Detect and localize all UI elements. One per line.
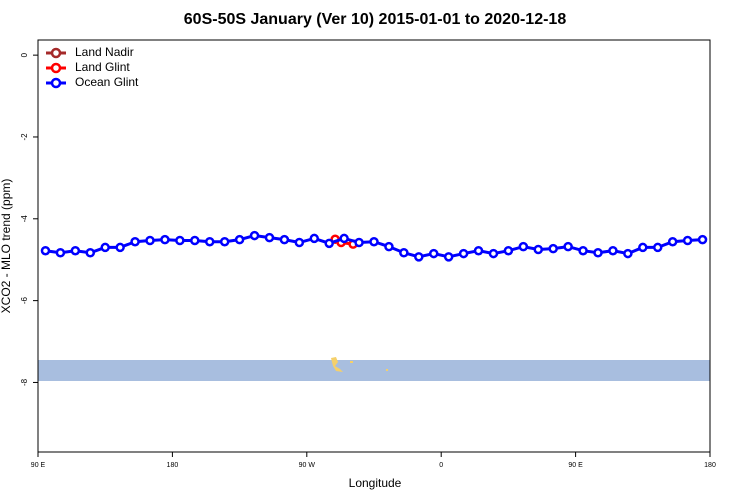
point — [697, 234, 708, 245]
point — [234, 234, 245, 245]
point — [145, 235, 155, 246]
point — [55, 248, 66, 258]
y-tick-label: -8 — [20, 378, 29, 386]
point — [623, 248, 633, 259]
map-land — [331, 357, 343, 372]
point — [652, 242, 663, 253]
map-land — [350, 361, 353, 363]
x-tick-label: 90 E — [568, 462, 583, 469]
point — [399, 248, 409, 258]
point — [593, 248, 603, 258]
x-tick-label: 90 W — [299, 462, 316, 469]
point — [294, 237, 305, 248]
y-tick-label: 0 — [20, 52, 29, 57]
legend-label: Land Nadir — [75, 45, 134, 59]
point — [488, 248, 499, 259]
point — [608, 245, 618, 256]
legend-label: Land Glint — [75, 60, 130, 74]
point — [249, 230, 260, 241]
point — [578, 245, 588, 256]
point — [324, 238, 334, 249]
point — [264, 232, 275, 243]
point — [369, 236, 379, 247]
y-tick-label: -4 — [20, 215, 29, 223]
point — [40, 245, 51, 256]
x-tick-label: 180 — [704, 462, 716, 469]
point — [279, 234, 290, 245]
plot-frame — [37, 39, 711, 453]
point — [339, 233, 349, 244]
point — [160, 234, 170, 245]
point — [115, 242, 125, 253]
point — [190, 235, 200, 246]
point — [503, 245, 514, 256]
point — [682, 235, 693, 246]
point — [204, 236, 215, 247]
chart-title: 60S-50S January (Ver 10) 2015-01-01 to 2… — [184, 11, 567, 28]
point — [219, 236, 230, 247]
y-tick-label: -6 — [20, 297, 29, 305]
point — [473, 245, 484, 256]
x-tick-label: 90 E — [31, 462, 46, 469]
point — [384, 241, 394, 252]
map-ocean-band — [38, 360, 710, 381]
legend-marker — [50, 62, 62, 74]
x-tick-label: 0 — [439, 462, 443, 469]
point — [518, 241, 529, 252]
point — [175, 235, 185, 246]
point — [309, 233, 320, 244]
x-axis-label: Longitude — [349, 476, 402, 490]
point — [414, 252, 424, 262]
point — [354, 237, 364, 248]
legend-marker — [50, 47, 62, 59]
point — [533, 244, 544, 255]
point — [443, 252, 454, 262]
point — [70, 245, 81, 256]
point — [85, 248, 96, 258]
point — [458, 248, 469, 259]
point — [130, 236, 140, 247]
x-tick-label: 180 — [167, 462, 179, 469]
point — [667, 236, 678, 247]
point — [428, 248, 439, 259]
point — [563, 241, 573, 252]
legend-marker — [50, 77, 62, 89]
y-tick-label: -2 — [20, 133, 29, 141]
y-axis-label: XCO2 - MLO trend (ppm) — [0, 179, 13, 314]
point — [548, 243, 558, 254]
map-land — [386, 369, 388, 371]
point — [638, 242, 648, 253]
point — [100, 242, 110, 253]
legend-label: Ocean Glint — [75, 75, 139, 89]
